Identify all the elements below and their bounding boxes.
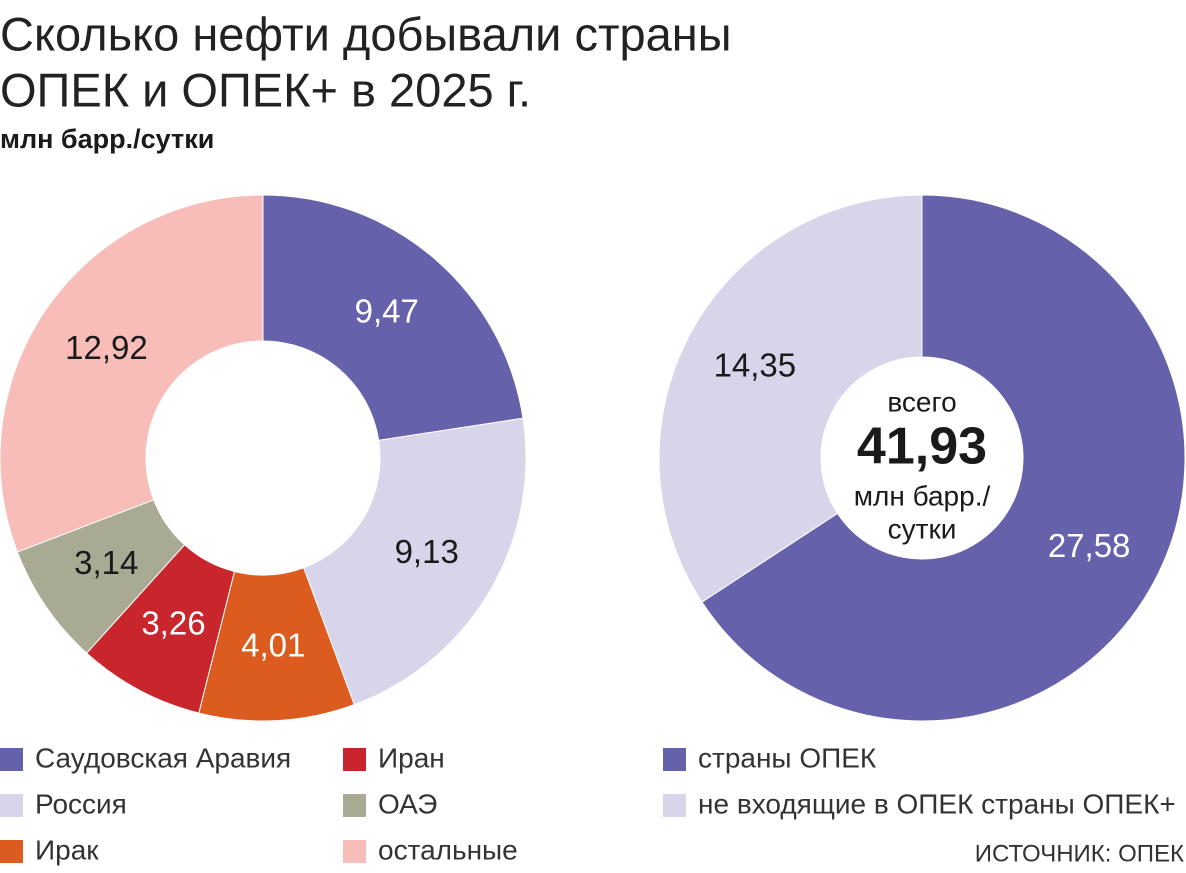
value-label: 14,35 [714,346,797,383]
legend-label: не входящие в ОПЕК страны ОПЕК+ [698,788,1176,819]
legend-label: ОАЭ [378,788,437,819]
legend-label: Ирак [35,834,99,865]
legend-swatch [663,748,686,771]
legend-swatch [0,794,23,817]
value-label: 9,13 [395,533,459,570]
legend-swatch [343,840,366,863]
value-label: 4,01 [241,626,305,663]
value-label: 27,58 [1048,527,1131,564]
legend-swatch [0,748,23,771]
legend-swatch [343,748,366,771]
legend-label: страны ОПЕК [698,742,877,773]
donut-segment [0,194,264,553]
legend-label: Иран [378,742,445,773]
legend-label: Россия [35,788,127,819]
value-label: 12,92 [65,329,148,366]
title-line: ОПЕК и ОПЕК+ в 2025 г. [0,63,531,116]
legend-swatch [663,794,686,817]
center-unit: млн барр./ [854,480,991,511]
legend-label: остальные [378,834,518,865]
legend-swatch [0,840,23,863]
center-caption: всего [887,386,956,417]
donut-segment [701,194,1186,722]
source: ИСТОЧНИК: ОПЕК [975,840,1184,867]
donut-segment [658,194,923,603]
subtitle: млн барр./сутки [0,124,214,154]
center-unit: сутки [888,513,957,544]
title-line: Сколько нефти добывали страны [0,7,732,60]
center-total: 41,93 [857,418,987,476]
legend-swatch [343,794,366,817]
value-label: 3,14 [74,544,138,581]
donut-segment [302,417,527,706]
legend-label: Саудовская Аравия [35,742,291,773]
value-label: 9,47 [355,293,419,330]
donut-segment [262,194,524,441]
value-label: 3,26 [141,604,205,641]
